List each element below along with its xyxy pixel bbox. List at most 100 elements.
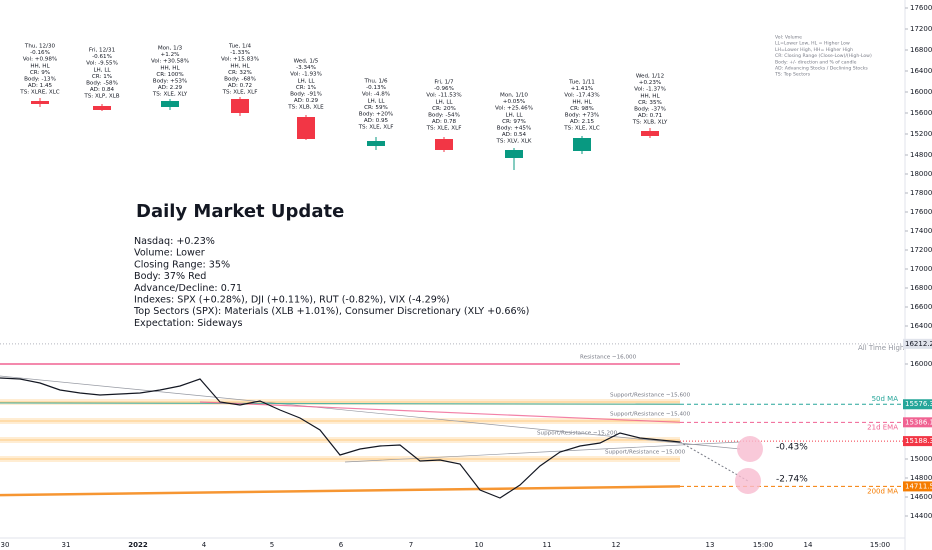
level-label: Support/Resistance ~15,400 [610,412,691,418]
trendline [0,375,741,450]
day-note: LH, LL [505,112,523,118]
candle-body [93,106,111,110]
day-note: AD: 1.45 [28,83,53,89]
day-note: Vol: +30.58% [151,59,189,65]
price-tag-label: 15576.35 [905,400,932,408]
day-note: TS: XLB, XLE [287,105,324,111]
day-note: +0.23% [639,80,661,86]
day-note: Vol: -4.8% [362,92,390,98]
target-circle [737,436,763,462]
price-tag-label: 14711.52 [905,482,932,490]
day-note: -1.33% [230,50,250,56]
day-note: +0.05% [503,99,525,105]
price-tag [903,338,932,349]
y-tick-label: 15600.00 [910,109,932,117]
projection [679,441,749,482]
y-tick-label: 17000.00 [910,265,932,273]
day-note: CR: 59% [364,105,388,111]
level-label: Support/Resistance ~15,000 [605,450,686,456]
y-tick-label: 17600.00 [910,208,932,216]
day-note: TS: XLE, XLF [358,125,394,131]
legend-note: LL=Lower Low, HL = Higher Low [775,41,850,47]
day-note: TS: XLE, XLC [563,126,600,132]
x-tick-label: 2022 [128,541,148,549]
summary-line: Volume: Lower [134,248,205,259]
ma-label: 50d MA [872,395,899,403]
summary-line: Closing Range: 35% [134,259,230,270]
x-tick-label: 15:00 [870,541,890,549]
day-note: Body: -68% [224,77,256,83]
day-note: Fri, 1/7 [434,80,454,86]
day-note: -0.13% [366,85,386,91]
summary-line: Nasdaq: +0.23% [134,236,215,247]
y-tick-label: 17200.00 [910,25,932,33]
y-tick-label: 16800.00 [910,284,932,292]
day-note: AD: 0.84 [90,87,115,93]
day-note: Vol: +25.46% [495,106,533,112]
ath-label: All Time High [858,344,904,352]
y-tick-label: 16000.00 [910,360,932,368]
ma-line [199,401,681,423]
day-note: +1.2% [161,52,180,58]
day-note: Thu, 12/30 [24,44,56,50]
y-tick-label: 17400.00 [910,227,932,235]
day-note: -3.34% [296,65,316,71]
y-tick-label: 16400.00 [910,322,932,330]
ma-label: 21d EMA [867,423,898,431]
summary-line: Body: 37% Red [134,271,206,282]
day-note: Body: -91% [290,92,322,98]
price-tag [903,417,932,428]
legend-note: Body: +/- direction and % of candle [775,59,857,65]
y-tick-label: 16400.00 [910,67,932,75]
day-note: Vol: -1.37% [634,87,666,93]
day-note: AD: 0.71 [638,113,663,119]
day-note: +1.41% [571,86,593,92]
x-tick-label: 4 [202,541,207,549]
day-note: Vol: +15.83% [221,57,259,63]
legend-note: AD: Advancing Stocks / Declining Stocks [775,66,868,72]
day-note: LH, LL [367,98,385,104]
candle-body [367,141,385,146]
x-tick-label: 30 [1,541,10,549]
legend-note: Vol: Volume [775,35,802,41]
day-note: HH, HL [230,63,250,69]
day-note: Body: +20% [359,112,394,118]
x-tick-label: 11 [543,541,552,549]
x-tick-label: 10 [475,541,484,549]
summary-line: Top Sectors (SPX): Materials (XLB +1.01%… [133,306,529,317]
day-note: Tue, 1/4 [228,44,252,50]
day-note: LH, LL [93,67,111,73]
day-note: Fri, 12/31 [89,48,116,54]
day-note: Wed, 1/12 [636,74,664,80]
day-note: CR: 100% [156,72,183,78]
price-tag-label: 16212.23 [905,340,932,348]
x-tick-label: 31 [62,541,71,549]
day-note: CR: 9% [30,70,50,76]
day-note: Mon, 1/3 [158,46,183,52]
x-tick-label: 13 [706,541,715,549]
level-label: Resistance ~16,000 [580,355,637,361]
day-note: Wed, 1/5 [294,59,319,65]
day-note: Body: +73% [565,113,600,119]
day-note: TS: XLRE, XLC [19,90,60,96]
day-note: AD: 0.54 [502,132,527,138]
summary-line: Expectation: Sideways [134,318,242,329]
y-tick-label: 16600.00 [910,303,932,311]
level-label: Support/Resistance ~15,600 [610,393,691,399]
day-note: AD: 0.78 [432,119,457,125]
day-note: TS: XLE, XLY [152,92,188,98]
price-tag [903,399,932,410]
day-note: LH, LL [435,99,453,105]
day-note: TS: XLE, XLF [222,90,258,96]
day-note: Vol: -17.43% [564,93,599,99]
ma-label: 200d MA [867,487,898,495]
projection-label: -2.74% [776,475,808,485]
day-note: Body: -37% [634,107,666,113]
candle-body [435,139,453,150]
day-note: TS: XLE, XLF [426,126,462,132]
x-tick-label: 15:00 [753,541,773,549]
day-note: CR: 1% [296,85,316,91]
day-note: -0.96% [434,86,454,92]
price-tag [903,436,932,447]
day-note: LH, LL [297,78,315,84]
